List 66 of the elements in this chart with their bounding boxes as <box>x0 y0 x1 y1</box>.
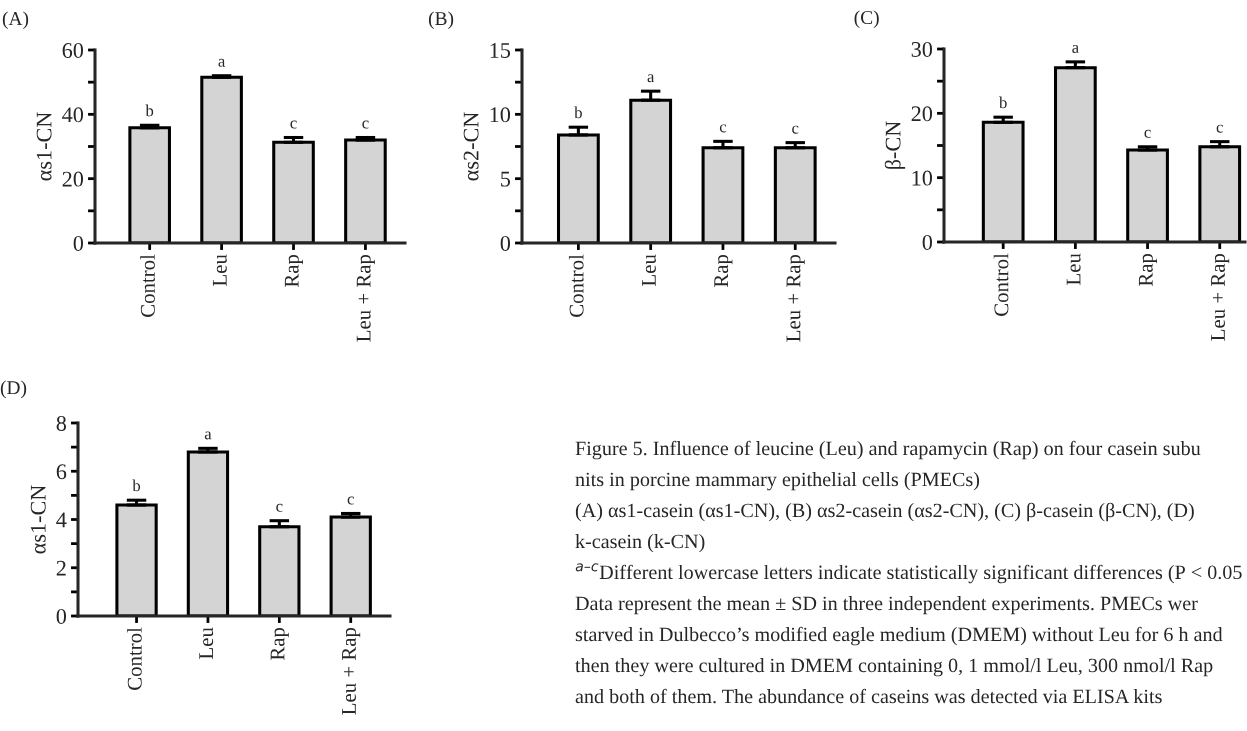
x-tick-label: Leu <box>1066 253 1081 285</box>
annotation: a <box>647 74 655 83</box>
y-tick-label: 40 <box>62 107 84 123</box>
text: k-casein (k-CN) <box>575 534 705 553</box>
y-tick-label: 60 <box>62 42 84 58</box>
y-tick-label: 0 <box>56 608 67 624</box>
x-tick-label: Rap <box>284 254 303 288</box>
y-tick-label: 10 <box>912 170 933 186</box>
caption: Figure 5. Influence of leucine (Leu) and rapamycin (Rap) on four casein subu <box>575 440 1201 460</box>
annotation: b <box>999 96 1007 109</box>
text: nits in porcine mammary epithelial cells (PMECs) <box>575 472 980 491</box>
x-tick-label: Leu + Rap <box>342 627 361 715</box>
x-tick-label: Leu + Rap <box>1211 253 1230 341</box>
y-axis-title: β-CN <box>884 121 906 169</box>
annotation: c <box>362 120 369 129</box>
y-tick-label: 0 <box>500 235 511 251</box>
annotation: a <box>204 431 212 440</box>
text: then they were cultured in DMEM containing 0, 1 mmol/l Leu, 300 nmol/l Rap <box>575 658 1213 677</box>
annotation: b <box>132 479 141 492</box>
annotation: c <box>1216 124 1223 133</box>
y-tick-label: 10 <box>490 107 511 123</box>
annotation: c <box>276 503 283 512</box>
x-tick-label: Leu <box>212 254 227 286</box>
y-axis-title: αs1-CN <box>36 112 52 181</box>
annotation: c <box>719 124 727 133</box>
chart-title: (A) <box>2 11 29 30</box>
y-tick-label: 30 <box>911 41 933 57</box>
y-tick-label: 5 <box>501 171 511 187</box>
x-tick-label: Leu <box>642 254 656 286</box>
x-tick-label: Rap <box>1138 253 1157 287</box>
y-tick-label: 0 <box>922 234 933 250</box>
text: Data represent the mean ± SD in three independent experiments. PMECs wer <box>575 596 1198 615</box>
x-tick-label: Control <box>140 254 155 317</box>
chart-title: (D) <box>0 380 27 399</box>
y-axis-title: αs1-CN <box>30 485 46 554</box>
annotation: b <box>574 106 582 119</box>
annotation: a <box>1072 44 1079 53</box>
chart-title: (B) <box>428 11 454 30</box>
x-tick-label: Rap <box>270 627 289 661</box>
y-tick-label: 20 <box>62 171 84 187</box>
annotation: c <box>290 120 297 129</box>
text: and both of them. The abundance of caseins was detected via ELISA kits <box>575 688 1162 704</box>
y-tick-label: 2 <box>56 560 66 576</box>
x-tick-label: Leu + Rap <box>786 254 805 342</box>
annotation: c <box>1144 129 1151 138</box>
x-tick-label: Control <box>127 627 142 690</box>
chart-title: (C) <box>854 10 879 29</box>
y-tick-label: 8 <box>56 415 67 431</box>
y-axis-title: αs2-CN <box>463 112 479 181</box>
x-tick-label: Control <box>993 253 1009 316</box>
text: (A) αs1-casein (αs1-CN), (B) αs2-casein (αs2-CN), (C) β-casein (β-CN), (D) <box>575 502 1194 522</box>
x-tick-label: Leu <box>199 627 214 659</box>
text: starved in Dulbecco’s modified eagle medium (DMEM) without Leu for 6 h and <box>575 626 1223 646</box>
annotation: c <box>347 496 354 505</box>
text: $^{a–c}$Different lowercase letters indicate statistically significant differences (P < 0.05 <box>575 563 1242 584</box>
y-tick-label: 0 <box>73 235 84 251</box>
annotation: b <box>145 104 154 117</box>
annotation: c <box>792 125 799 134</box>
x-tick-label: Control <box>568 254 584 317</box>
y-tick-label: 4 <box>56 512 67 528</box>
annotation: a <box>218 58 226 67</box>
y-tick-label: 6 <box>56 464 67 480</box>
x-tick-label: Leu + Rap <box>356 254 375 342</box>
y-tick-label: 20 <box>911 106 933 122</box>
x-tick-label: Rap <box>714 254 733 288</box>
y-tick-label: 15 <box>490 43 511 58</box>
